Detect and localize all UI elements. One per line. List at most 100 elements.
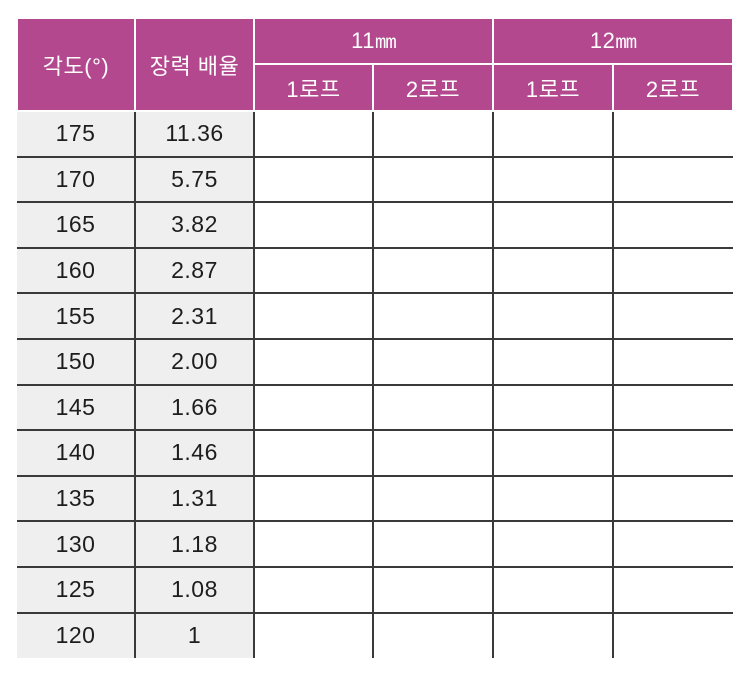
angle-cell: 165 (17, 201, 136, 249)
rope-cell-11mm-1 (253, 111, 374, 158)
tension-cell: 2.31 (134, 292, 255, 340)
rope-cell-11mm-2 (372, 111, 494, 158)
rope-cell-12mm-2 (611, 111, 734, 158)
table-row-140: 140 1.46 (17, 429, 734, 477)
table-row-170: 170 5.75 (17, 155, 734, 204)
header-11mm-rope1: 1로프 (253, 63, 374, 112)
table-row-125: 125 1.08 (17, 565, 734, 614)
header-group-row: 각도(°) 장력 배율 11mm 12mm (16, 17, 735, 112)
table-row-130: 130 1.18 (17, 520, 734, 568)
rope-cell-12mm-1 (492, 201, 614, 249)
rope-cell-11mm-2 (372, 565, 494, 614)
rope-cell-12mm-2 (611, 611, 734, 659)
angle-cell: 170 (17, 155, 136, 204)
rope-cell-12mm-2 (611, 520, 734, 568)
rope-cell-11mm-2 (372, 337, 494, 386)
rope-cell-12mm-1 (492, 246, 614, 295)
rope-cell-11mm-2 (372, 246, 494, 295)
rope-cell-12mm-1 (492, 429, 614, 477)
rope-cell-11mm-1 (253, 474, 374, 523)
angle-cell: 155 (17, 292, 136, 340)
table-row-135: 135 1.31 (17, 474, 734, 523)
rope-cell-11mm-1 (253, 565, 374, 614)
header-11mm-unit: mm (375, 32, 397, 54)
table-row-120: 120 1 (17, 611, 734, 659)
rope-cell-12mm-2 (611, 337, 734, 386)
rope-cell-11mm-1 (253, 201, 374, 249)
rope-cell-12mm-1 (492, 155, 614, 204)
angle-cell: 150 (17, 337, 136, 386)
rope-tension-table: 각도(°) 장력 배율 11mm 12mm 1로프 2로프 1로프 2로프 17… (16, 17, 735, 659)
tension-cell: 1.08 (134, 565, 255, 614)
header-12mm-rope2: 2로프 (611, 63, 735, 112)
tension-cell: 1 (134, 611, 255, 659)
rope-cell-11mm-1 (253, 429, 374, 477)
rope-cell-12mm-2 (611, 565, 734, 614)
rope-cell-11mm-2 (372, 611, 494, 659)
angle-cell: 130 (17, 520, 136, 568)
rope-cell-11mm-2 (372, 155, 494, 204)
tension-cell: 1.31 (134, 474, 255, 523)
header-tension-ratio: 장력 배율 (134, 17, 255, 112)
table-row-150: 150 2.00 (17, 337, 734, 386)
rope-cell-11mm-2 (372, 520, 494, 568)
rope-cell-11mm-1 (253, 520, 374, 568)
rope-cell-12mm-1 (492, 292, 614, 340)
rope-cell-12mm-2 (611, 383, 734, 432)
rope-cell-11mm-1 (253, 155, 374, 204)
rope-cell-11mm-2 (372, 474, 494, 523)
rope-cell-12mm-1 (492, 520, 614, 568)
tension-cell: 2.00 (134, 337, 255, 386)
angle-cell: 145 (17, 383, 136, 432)
tension-cell: 1.66 (134, 383, 255, 432)
table-row-165: 165 3.82 (17, 201, 734, 249)
rope-cell-11mm-1 (253, 611, 374, 659)
header-sub-row: 1로프 2로프 1로프 2로프 (17, 63, 735, 112)
rope-cell-12mm-2 (611, 474, 734, 523)
rope-cell-12mm-2 (611, 201, 734, 249)
header-11mm-number: 11 (351, 28, 376, 53)
table-header: 각도(°) 장력 배율 11mm 12mm 1로프 2로프 1로프 2로프 (16, 17, 735, 112)
header-11mm-rope2: 2로프 (372, 63, 494, 112)
table-row-160: 160 2.87 (17, 246, 734, 295)
rope-cell-11mm-2 (372, 383, 494, 432)
rope-cell-11mm-1 (253, 383, 374, 432)
rope-cell-11mm-1 (253, 292, 374, 340)
rope-cell-12mm-1 (492, 111, 614, 158)
tension-cell: 2.87 (134, 246, 255, 295)
tension-cell: 5.75 (134, 155, 255, 204)
rope-cell-11mm-2 (372, 292, 494, 340)
rope-cell-12mm-1 (492, 474, 614, 523)
angle-cell: 160 (17, 246, 136, 295)
rope-cell-11mm-1 (253, 246, 374, 295)
table-row-155: 155 2.31 (17, 292, 734, 340)
tension-cell: 3.82 (134, 201, 255, 249)
rope-cell-12mm-2 (611, 429, 734, 477)
rope-cell-12mm-1 (492, 383, 614, 432)
rope-cell-12mm-2 (611, 155, 734, 204)
rope-cell-12mm-1 (492, 565, 614, 614)
header-12mm-unit: mm (615, 32, 637, 54)
rope-cell-12mm-1 (492, 337, 614, 386)
rope-cell-12mm-2 (611, 292, 734, 340)
header-group-11mm: 11mm (253, 17, 494, 65)
table-row-145: 145 1.66 (17, 383, 734, 432)
angle-cell: 120 (17, 611, 136, 659)
rope-cell-11mm-2 (372, 201, 494, 249)
header-angle: 각도(°) (16, 17, 136, 112)
angle-cell: 175 (17, 111, 136, 158)
rope-cell-11mm-1 (253, 337, 374, 386)
rope-cell-12mm-2 (611, 246, 734, 295)
rope-tension-table-container: 각도(°) 장력 배율 11mm 12mm 1로프 2로프 1로프 2로프 17… (16, 17, 735, 659)
angle-cell: 140 (17, 429, 136, 477)
tension-cell: 11.36 (134, 111, 255, 158)
header-group-12mm: 12mm (491, 17, 735, 65)
tension-cell: 1.46 (134, 429, 255, 477)
header-12mm-number: 12 (589, 28, 616, 53)
tension-cell: 1.18 (134, 520, 255, 568)
header-12mm-rope1: 1로프 (492, 63, 614, 112)
table-row-175: 175 11.36 (17, 111, 734, 158)
angle-cell: 135 (17, 474, 136, 523)
angle-cell: 125 (17, 565, 136, 614)
rope-cell-12mm-1 (492, 611, 614, 659)
